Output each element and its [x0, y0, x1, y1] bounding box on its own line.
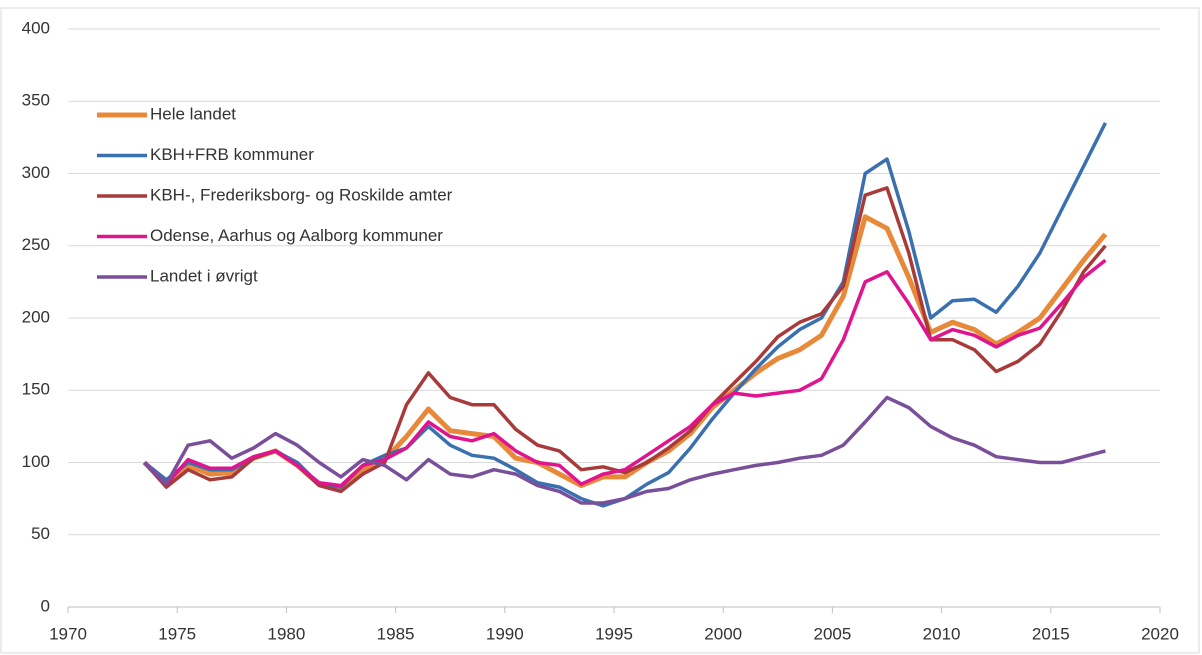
y-tick-label: 150	[22, 380, 50, 399]
x-tick-label: 1995	[595, 624, 633, 643]
x-tick-label: 1990	[486, 624, 524, 643]
y-tick-label: 250	[22, 235, 50, 254]
x-tick-label: 2000	[704, 624, 742, 643]
y-tick-label: 300	[22, 163, 50, 182]
x-tick-label: 1980	[267, 624, 305, 643]
y-tick-label: 200	[22, 307, 50, 326]
series-line	[143, 395, 1106, 505]
legend-label: Odense, Aarhus og Aalborg kommuner	[150, 226, 443, 245]
x-tick-label: 2015	[1032, 624, 1070, 643]
y-tick-label: 0	[41, 596, 50, 615]
x-tick-label: 2020	[1141, 624, 1179, 643]
x-tick-label: 2010	[923, 624, 961, 643]
x-tick-label: 2005	[813, 624, 851, 643]
x-tick-label: 1970	[49, 624, 87, 643]
series-line	[143, 258, 1107, 488]
y-tick-label: 350	[22, 91, 50, 110]
legend-label: KBH+FRB kommuner	[150, 145, 314, 164]
legend-label: Landet i øvrigt	[150, 266, 258, 285]
y-tick-label: 100	[22, 452, 50, 471]
y-tick-label: 50	[31, 524, 50, 543]
series-line	[143, 122, 1107, 508]
y-tick-label: 400	[22, 18, 50, 37]
chart-border	[0, 7, 1200, 654]
x-tick-label: 1975	[158, 624, 196, 643]
series-line	[142, 214, 1108, 491]
legend-label: Hele landet	[150, 104, 236, 123]
legend-label: KBH-, Frederiksborg- og Roskilde amter	[150, 185, 453, 204]
x-tick-label: 1985	[377, 624, 415, 643]
